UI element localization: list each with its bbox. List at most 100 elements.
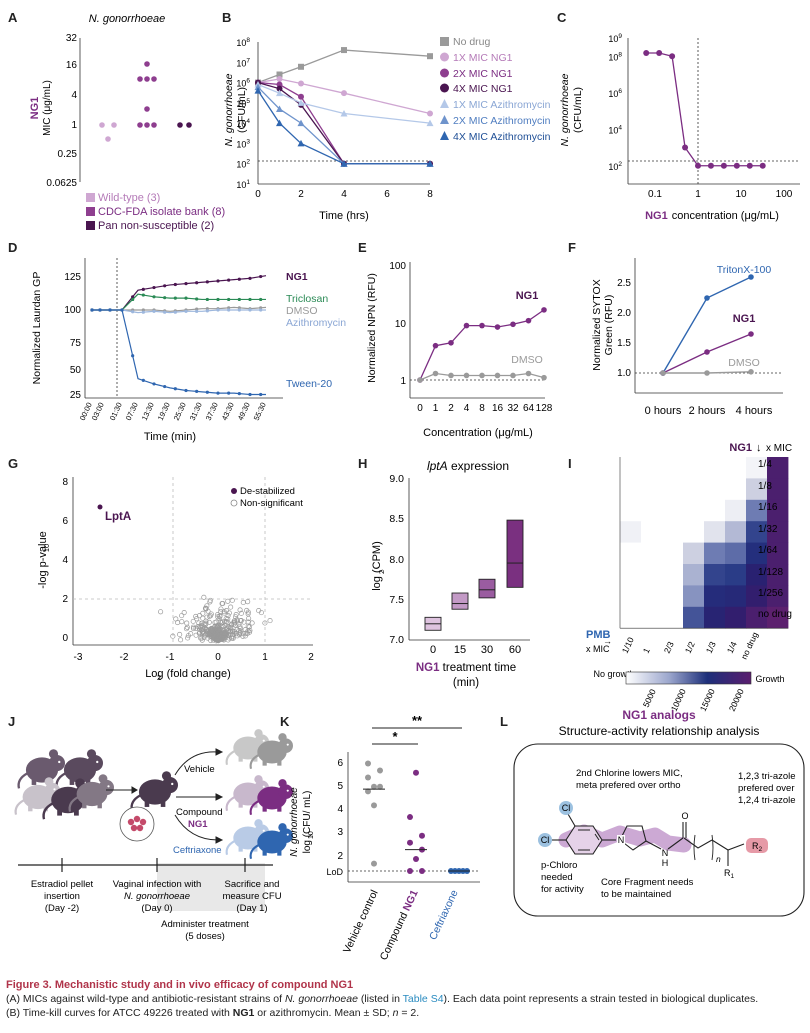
panel-h-ylabel-sub: 2 — [377, 570, 386, 574]
panel-h-xlabel-rest: treatment time — [439, 662, 516, 674]
panel-l-atom-n-sub: n — [716, 854, 721, 864]
panel-g-point — [203, 606, 209, 612]
panel-a-ytick: 32 — [66, 33, 78, 44]
panel-g-point — [245, 599, 251, 605]
panel-b-point — [297, 119, 305, 127]
panel-l-pyrrolidine — [619, 825, 647, 851]
panel-d-ytick: 25 — [70, 390, 82, 401]
panel-g: -log p-value 10 8 6 4 2 0 -3 -2 -1 0 1 2… — [37, 477, 314, 682]
panel-i-cell — [662, 521, 684, 543]
panel-b-point — [340, 109, 348, 117]
panel-l-cl-meta-highlight — [559, 801, 573, 815]
panel-j-arrow — [174, 751, 219, 776]
panel-e-label-ng1: NG1 — [516, 290, 539, 302]
panel-g-point — [199, 629, 206, 635]
panel-g-lpta-point — [97, 504, 103, 510]
panel-d-point — [152, 382, 156, 386]
panel-g-point — [214, 632, 220, 639]
panel-l-note: needed — [541, 872, 573, 883]
panel-d-point — [184, 282, 188, 286]
mouse-tail — [225, 796, 235, 812]
panel-l-atom-r2-r: R — [752, 841, 759, 851]
panel-b-xtick: 2 — [298, 189, 304, 200]
caption-table-link[interactable]: Table S4 — [402, 993, 444, 1005]
panel-g-ylabel-sub: 10 — [42, 544, 51, 552]
panel-l-atom-nh-n: N — [662, 848, 669, 858]
panel-k-ytick: 2 — [337, 851, 343, 862]
panel-e-xtick: 64 — [523, 403, 535, 414]
panel-g-point — [185, 635, 191, 641]
panel-i-cell — [767, 521, 789, 543]
panel-g-point — [198, 622, 205, 629]
panel-d-point — [248, 276, 252, 280]
panel-g-point — [190, 624, 196, 630]
mouse-ear — [278, 733, 287, 742]
panel-d-label-triclosan: Triclosan — [286, 293, 328, 305]
panel-i-cell — [620, 542, 642, 565]
panel-i-cell — [641, 478, 663, 501]
panel-j-bacterium — [130, 824, 138, 832]
panel-d-label-ng1: NG1 — [286, 271, 308, 283]
panel-h-title-gene: lptA — [427, 459, 448, 473]
panel-letter-k: K — [280, 714, 290, 729]
panel-a-point — [177, 122, 183, 128]
panel-f-label-triton: TritonX-100 — [717, 264, 772, 276]
panel-c-xlabel-compound: NG1 — [645, 210, 668, 222]
panel-i-cell — [767, 457, 789, 479]
mouse-leg — [253, 802, 258, 808]
panel-a-point — [105, 136, 111, 142]
panel-c-point — [695, 162, 701, 169]
panel-i-cell — [746, 457, 768, 479]
panel-i-cell — [767, 499, 789, 522]
panel-g-point — [190, 626, 197, 632]
panel-j-bacteria-callout — [119, 806, 155, 842]
panel-h-xtick: 60 — [509, 644, 521, 656]
panel-c-series — [643, 50, 766, 169]
panel-i-cell — [641, 499, 663, 522]
panel-k-point — [371, 783, 377, 790]
mouse-tail — [14, 799, 25, 815]
legend-swatch — [440, 131, 449, 140]
panel-g-point — [207, 631, 214, 637]
panel-g-point — [247, 627, 253, 634]
panel-i-row-label: 1/16 — [758, 502, 778, 513]
panel-d-point — [259, 392, 263, 397]
panel-j: Vehicle Compound NG1 Ceftriaxone — [14, 729, 293, 942]
panel-g-nonsig-points — [158, 594, 273, 644]
legend-label: De-stabilized — [240, 486, 295, 497]
panel-d-point — [152, 309, 156, 313]
panel-j-arm-ng1: NG1 — [188, 819, 208, 830]
panel-h-ylabel: log (CPM) — [371, 541, 383, 591]
panel-l-note: p-Chloro — [541, 860, 577, 871]
panel-d-series — [90, 274, 267, 397]
panel-e-point — [448, 372, 454, 379]
panel-a-point — [151, 76, 157, 82]
panel-d: Normalized Laurdan GP 125 100 75 50 25 0… — [31, 258, 346, 443]
panel-i-cell — [620, 585, 642, 608]
panel-g-yticks: 8 6 4 2 0 — [62, 477, 68, 644]
panel-k-ylabel-unit: log (CFU/ mL) — [302, 791, 313, 854]
panel-d-point — [131, 297, 135, 302]
panel-d-label-tween: Tween-20 — [286, 378, 332, 390]
panel-d-xtick: 07:30 — [124, 401, 140, 422]
panel-e-xtick: 0 — [417, 403, 423, 414]
panel-letter-e: E — [358, 240, 367, 255]
panel-k: N. gonorrhoeae log (CFU/ mL) 10 6 5 4 3 … — [289, 713, 480, 962]
panel-b-point — [276, 71, 283, 78]
panel-i-colorbar-tick: 20000 — [727, 687, 746, 713]
panel-a-legend: Wild-type (3) CDC-FDA isolate bank (8) P… — [86, 192, 225, 232]
panel-i-colorbar — [625, 671, 752, 685]
panel-a-point — [144, 76, 150, 82]
panel-b-point — [276, 85, 283, 92]
panel-i-cell — [620, 521, 642, 543]
panel-i-cell — [662, 457, 684, 479]
panel-j-timeline-label: (Day 1) — [236, 903, 267, 914]
panel-d-point — [237, 277, 241, 281]
panel-b-xticks: 0 2 4 6 8 — [255, 189, 433, 200]
panel-l-atom-r2: R2 — [752, 841, 763, 853]
legend-swatch — [440, 68, 449, 78]
panel-a-ytick: 4 — [71, 90, 77, 101]
panel-d-series-line — [92, 309, 266, 396]
panel-j-bacterium — [133, 815, 141, 823]
panel-g-point — [240, 631, 246, 637]
